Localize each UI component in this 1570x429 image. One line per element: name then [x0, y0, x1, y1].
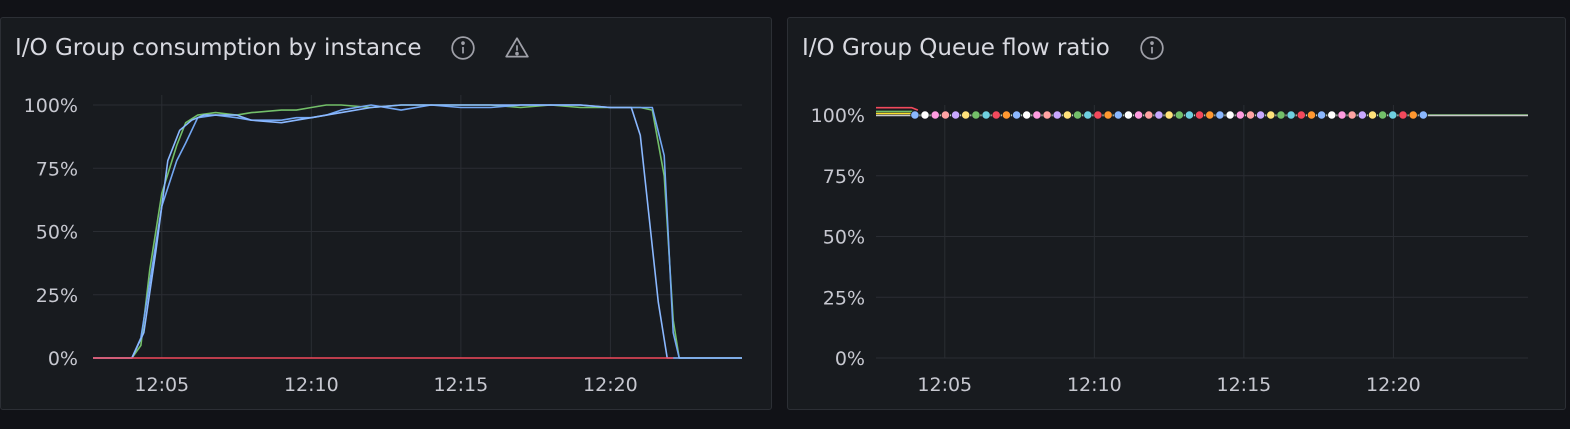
- data-point: [1377, 110, 1388, 120]
- data-point: [981, 110, 991, 120]
- info-icon[interactable]: [449, 34, 477, 62]
- data-point: [1022, 110, 1032, 120]
- data-point: [1133, 110, 1144, 120]
- y-tick-label: 100%: [811, 105, 865, 127]
- data-point: [920, 110, 930, 120]
- data-point: [940, 110, 950, 120]
- data-point: [1144, 110, 1154, 120]
- data-point: [1255, 110, 1266, 120]
- data-point: [1032, 110, 1042, 120]
- data-point: [1083, 110, 1093, 120]
- data-point: [991, 110, 1001, 120]
- x-tick-label: 12:15: [1216, 374, 1271, 396]
- data-point: [1367, 110, 1378, 120]
- data-point: [1174, 110, 1184, 120]
- queue-flow-chart[interactable]: 0% 25% 50% 75% 100% 12:05 12:10 12:15 12:20: [788, 18, 1565, 409]
- queue-flow-panel: I/O Group Queue flow ratio 0% 25% 50% 75% 10…: [787, 17, 1566, 410]
- data-point: [951, 110, 961, 120]
- panel-header: I/O Group consumption by instance: [1, 18, 771, 78]
- data-point: [1276, 110, 1286, 120]
- data-point: [1347, 110, 1357, 120]
- y-tick-label: 75%: [36, 158, 78, 180]
- data-point: [1296, 110, 1306, 120]
- y-tick-label: 25%: [823, 287, 865, 309]
- y-tick-label: 50%: [36, 222, 78, 244]
- y-tick-label: 100%: [24, 95, 78, 117]
- data-point: [930, 110, 940, 120]
- data-point: [1184, 110, 1194, 120]
- data-point: [910, 110, 920, 120]
- x-tick-label: 12:05: [917, 374, 972, 396]
- panel-title[interactable]: I/O Group Queue flow ratio: [802, 35, 1110, 61]
- data-point: [1012, 110, 1022, 120]
- data-point: [1388, 110, 1398, 120]
- data-point: [1225, 110, 1235, 120]
- data-point: [1062, 110, 1072, 120]
- y-tick-label: 75%: [823, 166, 865, 188]
- consumption-chart[interactable]: 0% 25% 50% 75% 100% 12:05 12:10 12:15 12:20: [1, 18, 771, 409]
- data-point: [1072, 110, 1083, 120]
- data-point: [1245, 110, 1256, 120]
- data-point: [1306, 110, 1317, 120]
- x-tick-label: 12:15: [433, 374, 488, 396]
- series-line: [93, 104, 742, 359]
- data-point: [1337, 110, 1347, 120]
- y-tick-label: 25%: [36, 285, 78, 307]
- series-line: [876, 106, 919, 111]
- data-point: [1286, 110, 1296, 120]
- data-point: [1357, 110, 1367, 120]
- x-tick-label: 12:20: [1366, 374, 1421, 396]
- data-point: [961, 110, 971, 120]
- data-point: [1001, 110, 1011, 120]
- data-point: [1398, 110, 1408, 120]
- info-icon[interactable]: [1138, 34, 1166, 62]
- data-point: [1235, 110, 1245, 120]
- x-tick-label: 12:20: [583, 374, 638, 396]
- data-point: [1123, 110, 1133, 120]
- data-point: [1113, 110, 1123, 120]
- data-point: [1154, 110, 1164, 120]
- data-point: [1164, 110, 1174, 120]
- series-line: [93, 104, 742, 359]
- data-point: [1316, 110, 1327, 120]
- data-point: [1093, 110, 1103, 120]
- y-tick-label: 0%: [48, 348, 78, 370]
- data-point: [1103, 110, 1113, 120]
- data-point: [1215, 110, 1225, 120]
- consumption-panel: I/O Group consumption by instance 0% 25% 5…: [0, 17, 772, 410]
- data-point: [971, 110, 981, 120]
- panel-title[interactable]: I/O Group consumption by instance: [15, 35, 422, 61]
- data-point: [1418, 110, 1428, 120]
- data-point: [1408, 110, 1418, 120]
- panel-header: I/O Group Queue flow ratio: [788, 18, 1565, 78]
- y-tick-label: 0%: [835, 348, 865, 370]
- data-point: [1327, 110, 1337, 120]
- x-tick-label: 12:10: [284, 374, 339, 396]
- data-point: [1042, 110, 1052, 120]
- data-point: [1205, 110, 1215, 120]
- data-point: [1266, 110, 1276, 120]
- y-tick-label: 50%: [823, 227, 865, 249]
- x-tick-label: 12:05: [134, 374, 189, 396]
- x-tick-label: 12:10: [1067, 374, 1122, 396]
- warning-icon[interactable]: [503, 34, 531, 62]
- data-point: [1194, 110, 1205, 120]
- data-point: [1052, 110, 1062, 120]
